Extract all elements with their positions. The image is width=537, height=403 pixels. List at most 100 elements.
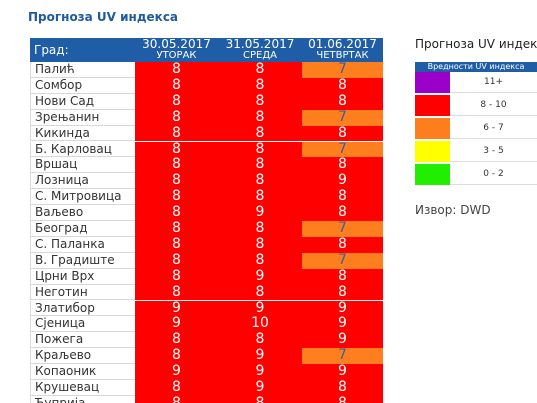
city-name: Црни Врх [30,268,135,285]
uv-cell: 8 [218,252,302,269]
uv-cell: 9 [218,348,302,365]
uv-cell: 9 [218,380,302,396]
uv-cell: 7 [302,62,383,78]
uv-cell: 8 [218,221,302,237]
uv-cell: 8 [218,125,302,142]
uv-cell: 8 [135,348,218,365]
city-name: Крушевац [30,380,135,396]
uv-cell: 10 [218,316,302,333]
uv-cell: 8 [135,125,218,142]
uv-cell: 8 [135,173,218,190]
legend-label: 6 - 7 [450,118,537,139]
uv-cell: 8 [218,109,302,126]
city-name: Копаоник [30,364,135,380]
uv-cell: 8 [218,62,302,78]
city-name: Б. Карловац [30,141,135,158]
legend-swatch [415,164,450,185]
uv-cell: 9 [302,332,383,349]
uv-cell: 8 [302,93,383,110]
city-name: Краљево [30,348,135,365]
city-name: Ваљево [30,205,135,221]
uv-cell: 8 [302,380,383,396]
city-name: Палић [30,62,135,78]
uv-cell: 8 [302,205,383,221]
city-name: С. Митровица [30,189,135,206]
uv-cell: 8 [135,236,218,253]
column-date: 31.05.2017 [225,37,295,51]
city-name: Пожега [30,332,135,349]
uv-cell: 8 [302,125,383,142]
legend-title: Прогноза UV индекса [415,37,537,51]
column-day: УТОРАК [156,50,197,61]
header-bg [30,38,383,62]
legend-swatch [415,118,450,139]
column-day: ЧЕТВРТАК [316,50,369,61]
source: Извор: DWD [415,203,491,217]
uv-cell: 9 [302,364,383,380]
uv-cell: 8 [135,141,218,158]
uv-cell: 8 [135,189,218,206]
uv-cell: 8 [218,189,302,206]
uv-cell: 8 [135,380,218,396]
uv-cell: 9 [218,205,302,221]
legend-header: Вредности UV индекса [415,62,537,72]
uv-cell: 9 [218,268,302,285]
uv-cell: 8 [218,284,302,301]
uv-cell: 8 [218,236,302,253]
city-name: Нови Сад [30,93,135,110]
legend-swatch [415,72,450,93]
column-date: 30.05.2017 [142,37,211,51]
uv-cell: 7 [302,348,383,365]
legend-swatch [415,141,450,162]
uv-cell: 8 [218,332,302,349]
uv-cell: 8 [135,77,218,94]
uv-cell: 8 [135,332,218,349]
uv-cell: 8 [135,93,218,110]
uv-cell: 8 [302,157,383,174]
uv-cell: 8 [135,62,218,78]
city-name: Зрењанин [30,109,135,126]
uv-cell: 8 [218,141,302,158]
uv-cell: 8 [135,157,218,174]
uv-cell: 8 [218,157,302,174]
legend-label: 11+ [450,72,537,93]
uv-cell: 8 [135,395,218,403]
uv-cell: 9 [302,300,383,317]
column-date: 01.06.2017 [308,37,377,51]
uv-cell: 7 [302,252,383,269]
uv-cell: 8 [218,93,302,110]
uv-cell: 8 [302,268,383,285]
city-name: Сомбор [30,77,135,94]
uv-cell: 8 [302,77,383,94]
city-name: Неготин [30,284,135,301]
city-name: Сјеница [30,316,135,333]
uv-cell: 9 [302,316,383,333]
uv-cell: 8 [302,189,383,206]
city-name: Вршац [30,157,135,174]
city-name: Лозница [30,173,135,190]
legend-label: 3 - 5 [450,141,537,162]
city-name: Златибор [30,300,135,317]
uv-cell: 9 [302,173,383,190]
uv-cell: 8 [302,284,383,301]
legend-label: 8 - 10 [450,95,537,116]
uv-cell: 9 [135,364,218,380]
uv-cell: 7 [302,141,383,158]
uv-cell: 9 [218,300,302,317]
uv-cell: 8 [218,395,302,403]
city-name: Кикинда [30,125,135,142]
uv-cell: 8 [302,236,383,253]
uv-cell: 8 [135,205,218,221]
uv-cell: 8 [135,284,218,301]
uv-cell: 8 [218,173,302,190]
city-name: В. Градиште [30,252,135,269]
uv-cell: 8 [135,109,218,126]
uv-cell: 9 [218,364,302,380]
uv-cell: 8 [135,268,218,285]
column-day: СРЕДА [243,50,277,61]
city-name: С. Паланка [30,236,135,253]
uv-cell: 7 [302,109,383,126]
city-header: Град: [34,43,69,57]
uv-cell: 9 [135,316,218,333]
